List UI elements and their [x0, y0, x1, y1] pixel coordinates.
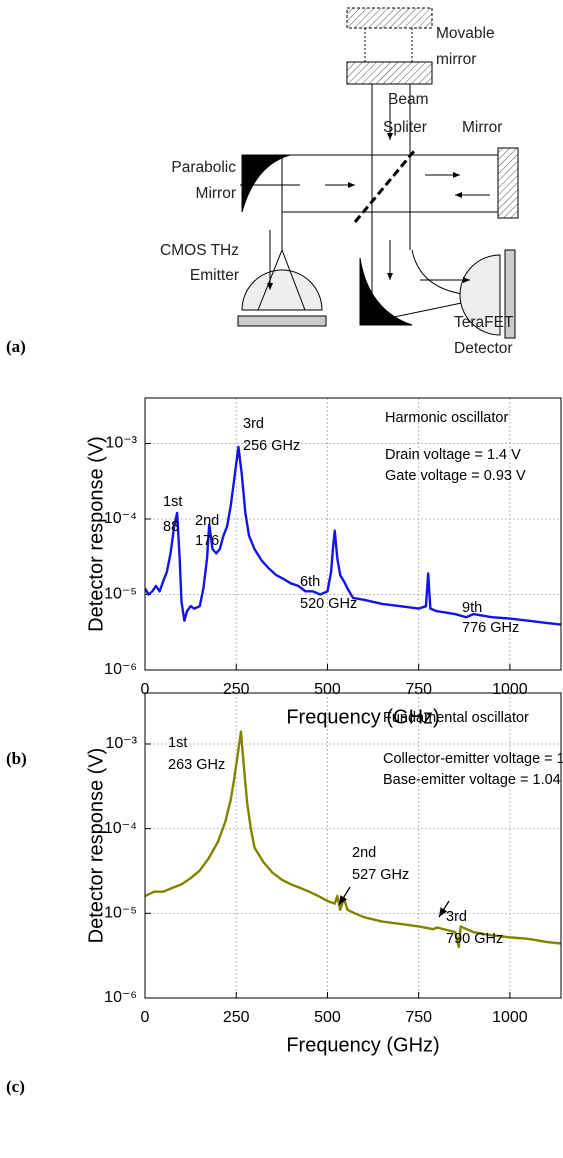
- x-tick-label: 250: [223, 1009, 250, 1026]
- annotation: Collector-emitter voltage = 1.4 V: [383, 751, 563, 767]
- diagram-label: Spliter: [383, 119, 427, 136]
- plot-area: [145, 445, 561, 626]
- diagram-label: Beam: [388, 91, 429, 108]
- detector-lens: [459, 254, 501, 336]
- panel-label: (c): [6, 1077, 25, 1096]
- diagram-label: CMOS THz: [160, 242, 239, 259]
- panel-label: (b): [6, 749, 27, 768]
- x-tick-label: 500: [314, 1009, 341, 1026]
- x-tick-label: 750: [405, 1009, 432, 1026]
- annotation: Drain voltage = 1.4 V: [385, 447, 521, 463]
- detector-chip: [504, 249, 516, 339]
- annotation: Fundamental oscillator: [383, 710, 529, 726]
- x-tick-label: 500: [314, 681, 341, 698]
- x-axis-title: Frequency (GHz): [286, 706, 439, 728]
- x-tick-label: 0: [141, 1009, 150, 1026]
- y-tick-label: 10⁻³: [105, 435, 137, 452]
- beam: [281, 249, 306, 311]
- data-line: [145, 445, 561, 626]
- parabolic-mirror: [241, 154, 291, 213]
- diagram-label: Parabolic: [171, 159, 236, 176]
- movable-mirror: [346, 61, 433, 85]
- x-tick-label: 250: [223, 681, 250, 698]
- parabolic-mirror: [359, 257, 413, 326]
- annotation: 3rd: [243, 416, 264, 432]
- mirror-ghost: [346, 7, 433, 29]
- y-tick-label: 10⁻³: [105, 735, 137, 752]
- annotation: 527 GHz: [352, 867, 409, 883]
- x-axis-title: Frequency (GHz): [286, 1034, 439, 1056]
- y-tick-label: 10⁻⁵: [104, 586, 137, 603]
- annotation: 776 GHz: [462, 620, 519, 636]
- annotation: 6th: [300, 574, 320, 590]
- plot-area: [145, 730, 561, 949]
- setup-diagram: [237, 7, 519, 339]
- annotation: 520 GHz: [300, 596, 357, 612]
- x-tick-label: 1000: [492, 1009, 528, 1026]
- emitter-lens: [241, 269, 323, 311]
- annotation: Harmonic oscillator: [385, 410, 508, 426]
- panel-label: (a): [6, 337, 26, 356]
- y-tick-label: 10⁻⁶: [104, 989, 137, 1006]
- annotation: 88: [163, 519, 179, 535]
- annotation: Gate voltage = 0.93 V: [385, 468, 526, 484]
- y-tick-label: 10⁻⁴: [104, 820, 137, 837]
- annotation: 2nd: [195, 513, 219, 529]
- annotation: 9th: [462, 600, 482, 616]
- annotation: 790 GHz: [446, 931, 503, 947]
- annotation-arrow: [338, 886, 351, 906]
- annotation: 1st: [168, 735, 187, 751]
- annotation: 3rd: [446, 909, 467, 925]
- annotation: 2nd: [352, 845, 376, 861]
- y-axis-title: Detector response (V): [85, 748, 107, 944]
- x-tick-label: 0: [141, 681, 150, 698]
- beam-splitter: [353, 149, 417, 223]
- plot-frame: [144, 692, 562, 999]
- y-axis-title: Detector response (V): [85, 436, 107, 632]
- x-tick-label: 1000: [492, 681, 528, 698]
- y-tick-label: 10⁻⁴: [104, 510, 137, 527]
- diagram-label: Emitter: [190, 267, 239, 284]
- annotation-arrow: [438, 900, 450, 918]
- diagram-label: Mirror: [462, 119, 502, 136]
- x-tick-label: 750: [405, 681, 432, 698]
- diagram-label: Movable: [436, 25, 495, 42]
- annotation: 176: [195, 533, 219, 549]
- fixed-mirror: [497, 147, 519, 219]
- plot-frame: [144, 397, 562, 671]
- annotation: 1st: [163, 494, 182, 510]
- diagram-label: Mirror: [196, 185, 236, 202]
- annotation: 263 GHz: [168, 757, 225, 773]
- data-line: [145, 730, 561, 949]
- diagram-label: Detector: [454, 340, 513, 357]
- y-tick-label: 10⁻⁵: [104, 905, 137, 922]
- diagram-label: mirror: [436, 51, 476, 68]
- diagram-label: TeraFET: [454, 314, 514, 331]
- annotation: Base-emitter voltage = 1.04 V: [383, 772, 563, 788]
- y-tick-label: 10⁻⁶: [104, 661, 137, 678]
- annotation: 256 GHz: [243, 438, 300, 454]
- emitter-chip: [237, 315, 327, 327]
